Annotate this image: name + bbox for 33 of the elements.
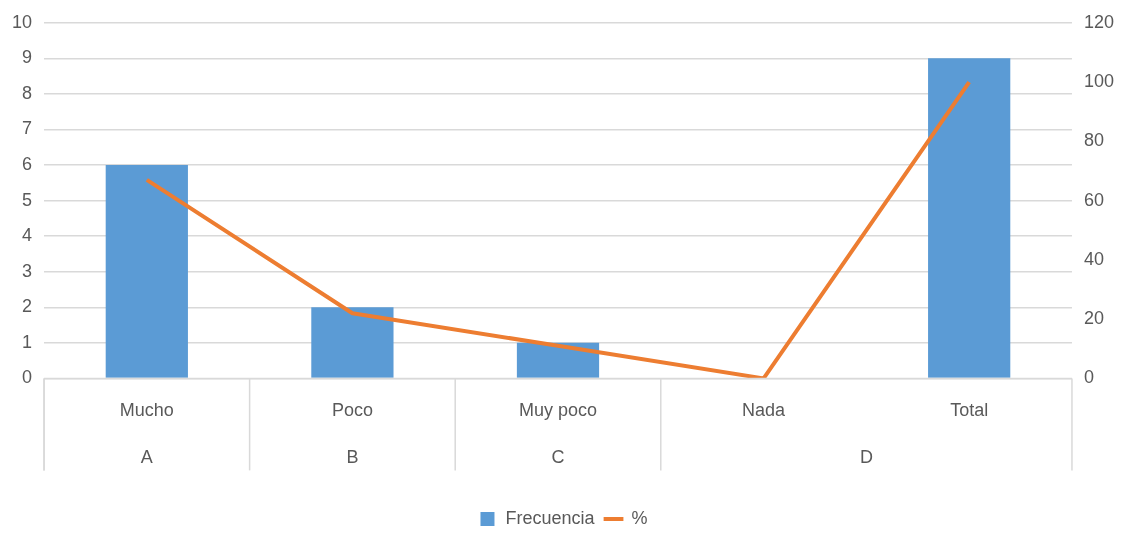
- y-tick-label: 1: [22, 331, 33, 352]
- y2-tick-label: 40: [1083, 248, 1104, 269]
- y-tick-label: 3: [22, 260, 33, 281]
- y2-tick-label: 120: [1083, 11, 1115, 32]
- y2-tick-label: 100: [1083, 71, 1115, 92]
- y-tick-label: 7: [22, 118, 33, 139]
- y2-tick-label: 0: [1083, 367, 1094, 388]
- y-tick-label: 9: [22, 47, 33, 68]
- x-tick-label: Mucho: [119, 400, 174, 421]
- legend-label: Frecuencia: [505, 507, 596, 528]
- y-tick-label: 8: [22, 82, 33, 103]
- legend-label: %: [631, 507, 648, 528]
- text: B: [346, 447, 359, 468]
- text: A: [140, 447, 153, 468]
- y2-tick-label: 60: [1083, 189, 1104, 210]
- y-tick-label: 10: [11, 11, 33, 32]
- y2-tick-label: 80: [1083, 130, 1104, 151]
- x-tick-label: Muy poco: [518, 400, 598, 421]
- y-tick-label: 0: [22, 367, 33, 388]
- text: D: [859, 447, 873, 468]
- bar: [105, 165, 188, 378]
- bar: [928, 58, 1011, 378]
- x-tick-label: Poco: [331, 400, 373, 421]
- y-tick-label: 5: [22, 189, 33, 210]
- bar: [311, 307, 394, 378]
- x-tick-label: Total: [950, 400, 989, 421]
- x-tick-label: Nada: [742, 400, 787, 421]
- y-tick-label: 4: [22, 225, 33, 246]
- y2-tick-label: 20: [1083, 308, 1104, 329]
- text: C: [551, 447, 565, 468]
- bar: [516, 342, 600, 378]
- y-tick-label: 6: [22, 154, 33, 175]
- y-tick-label: 2: [22, 296, 33, 317]
